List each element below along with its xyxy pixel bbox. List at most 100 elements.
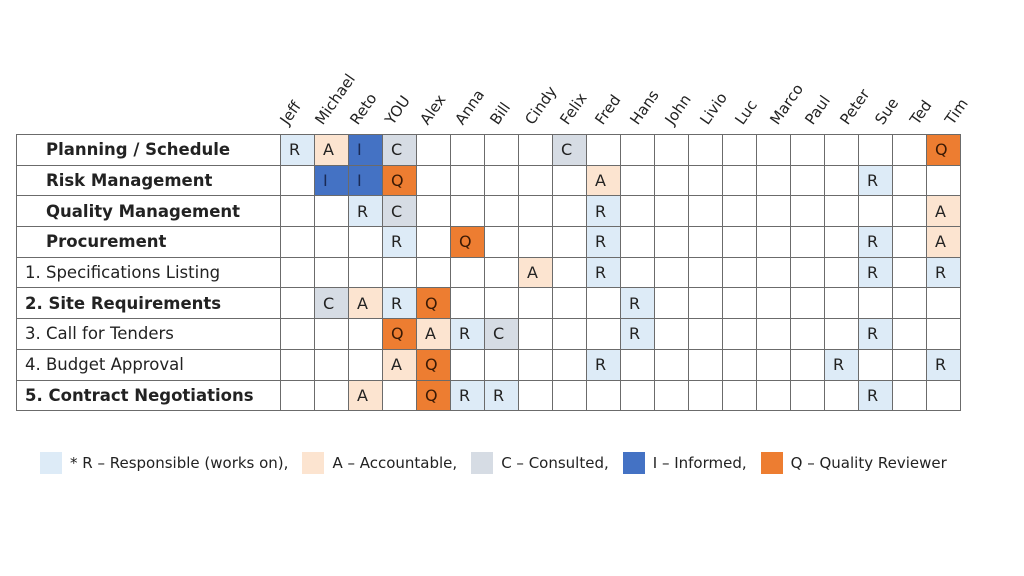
role-cell <box>654 195 689 228</box>
role-cell <box>722 348 757 381</box>
role-cell: C <box>382 134 417 166</box>
role-cell <box>450 195 485 228</box>
role-cell: Q <box>926 134 961 166</box>
legend-label: C – Consulted, <box>501 454 609 472</box>
legend-label: I – Informed, <box>652 454 747 472</box>
role-cell <box>518 164 553 197</box>
task-label: 4. Budget Approval <box>16 348 281 381</box>
role-cell <box>722 256 757 289</box>
person-name: Felix <box>556 89 591 128</box>
role-cell: A <box>926 195 961 228</box>
role-cell: Q <box>416 348 451 381</box>
person-name: Marco <box>766 80 808 128</box>
role-cell <box>348 348 383 381</box>
role-cell: I <box>348 134 383 166</box>
legend-item-a: A – Accountable, <box>302 452 457 474</box>
task-row: Quality Management R C R A <box>16 195 961 228</box>
role-cell: I <box>348 164 383 197</box>
role-cell: A <box>382 348 417 381</box>
role-cell <box>892 164 927 197</box>
role-cell <box>858 287 893 320</box>
role-cell: R <box>926 256 961 289</box>
role-cell: Q <box>382 164 417 197</box>
role-cell <box>790 348 825 381</box>
role-cell <box>518 318 553 350</box>
role-cell <box>518 287 553 320</box>
role-cell <box>314 318 349 350</box>
role-cell <box>824 226 859 258</box>
role-cell <box>790 164 825 197</box>
role-cell <box>518 226 553 258</box>
role-cell <box>552 195 587 228</box>
task-label: 1. Specifications Listing <box>16 256 281 289</box>
role-cell <box>416 226 451 258</box>
role-cell: R <box>858 226 893 258</box>
role-cell: R <box>348 195 383 228</box>
role-cell <box>892 348 927 381</box>
role-cell: A <box>314 134 349 166</box>
role-cell <box>756 226 791 258</box>
role-cell <box>654 226 689 258</box>
role-cell: Q <box>416 379 451 412</box>
role-cell <box>892 318 927 350</box>
role-cell <box>552 226 587 258</box>
role-cell <box>382 256 417 289</box>
role-cell <box>824 195 859 228</box>
role-cell: R <box>926 348 961 381</box>
task-row: 4. Budget Approval A Q R R R <box>16 348 961 381</box>
role-cell: R <box>858 164 893 197</box>
role-cell <box>484 134 519 166</box>
person-name: YOU <box>381 92 414 128</box>
role-cell: Q <box>416 287 451 320</box>
role-cell <box>790 379 825 412</box>
role-cell <box>280 318 315 350</box>
role-cell <box>756 379 791 412</box>
role-cell <box>892 256 927 289</box>
role-cell <box>450 287 485 320</box>
role-cell <box>926 318 961 350</box>
role-cell <box>892 287 927 320</box>
role-cell <box>858 348 893 381</box>
role-cell <box>790 287 825 320</box>
role-cell <box>484 195 519 228</box>
task-label: Planning / Schedule <box>16 134 281 166</box>
role-cell <box>552 164 587 197</box>
role-cell <box>926 379 961 412</box>
role-cell <box>756 134 791 166</box>
role-cell <box>892 379 927 412</box>
role-cell <box>416 164 451 197</box>
role-cell <box>280 287 315 320</box>
role-cell <box>688 348 723 381</box>
role-cell: C <box>314 287 349 320</box>
role-cell <box>824 256 859 289</box>
legend-swatch <box>760 452 783 474</box>
role-cell: C <box>484 318 519 350</box>
role-cell: A <box>348 379 383 412</box>
role-cell: R <box>280 134 315 166</box>
role-cell <box>620 164 655 197</box>
role-cell <box>926 287 961 320</box>
role-cell: C <box>552 134 587 166</box>
role-cell <box>620 379 655 412</box>
role-cell <box>858 134 893 166</box>
role-cell: A <box>416 318 451 350</box>
legend-label: * R – Responsible (works on), <box>70 454 289 472</box>
person-name: Livio <box>696 89 731 128</box>
role-cell <box>688 287 723 320</box>
person-name: Alex <box>416 91 450 128</box>
task-label: 5. Contract Negotiations <box>16 379 281 412</box>
task-row: 2. Site Requirements C A R Q R <box>16 287 961 320</box>
role-cell <box>790 195 825 228</box>
role-cell <box>314 348 349 381</box>
person-name: Reto <box>346 89 381 128</box>
legend-item-q: Q – Quality Reviewer <box>760 452 947 474</box>
role-cell <box>722 379 757 412</box>
role-cell <box>280 379 315 412</box>
task-label: Risk Management <box>16 164 281 197</box>
role-cell <box>688 256 723 289</box>
role-cell <box>858 195 893 228</box>
role-cell <box>892 195 927 228</box>
role-cell: R <box>450 318 485 350</box>
role-cell <box>756 256 791 289</box>
person-name: Anna <box>451 86 489 128</box>
